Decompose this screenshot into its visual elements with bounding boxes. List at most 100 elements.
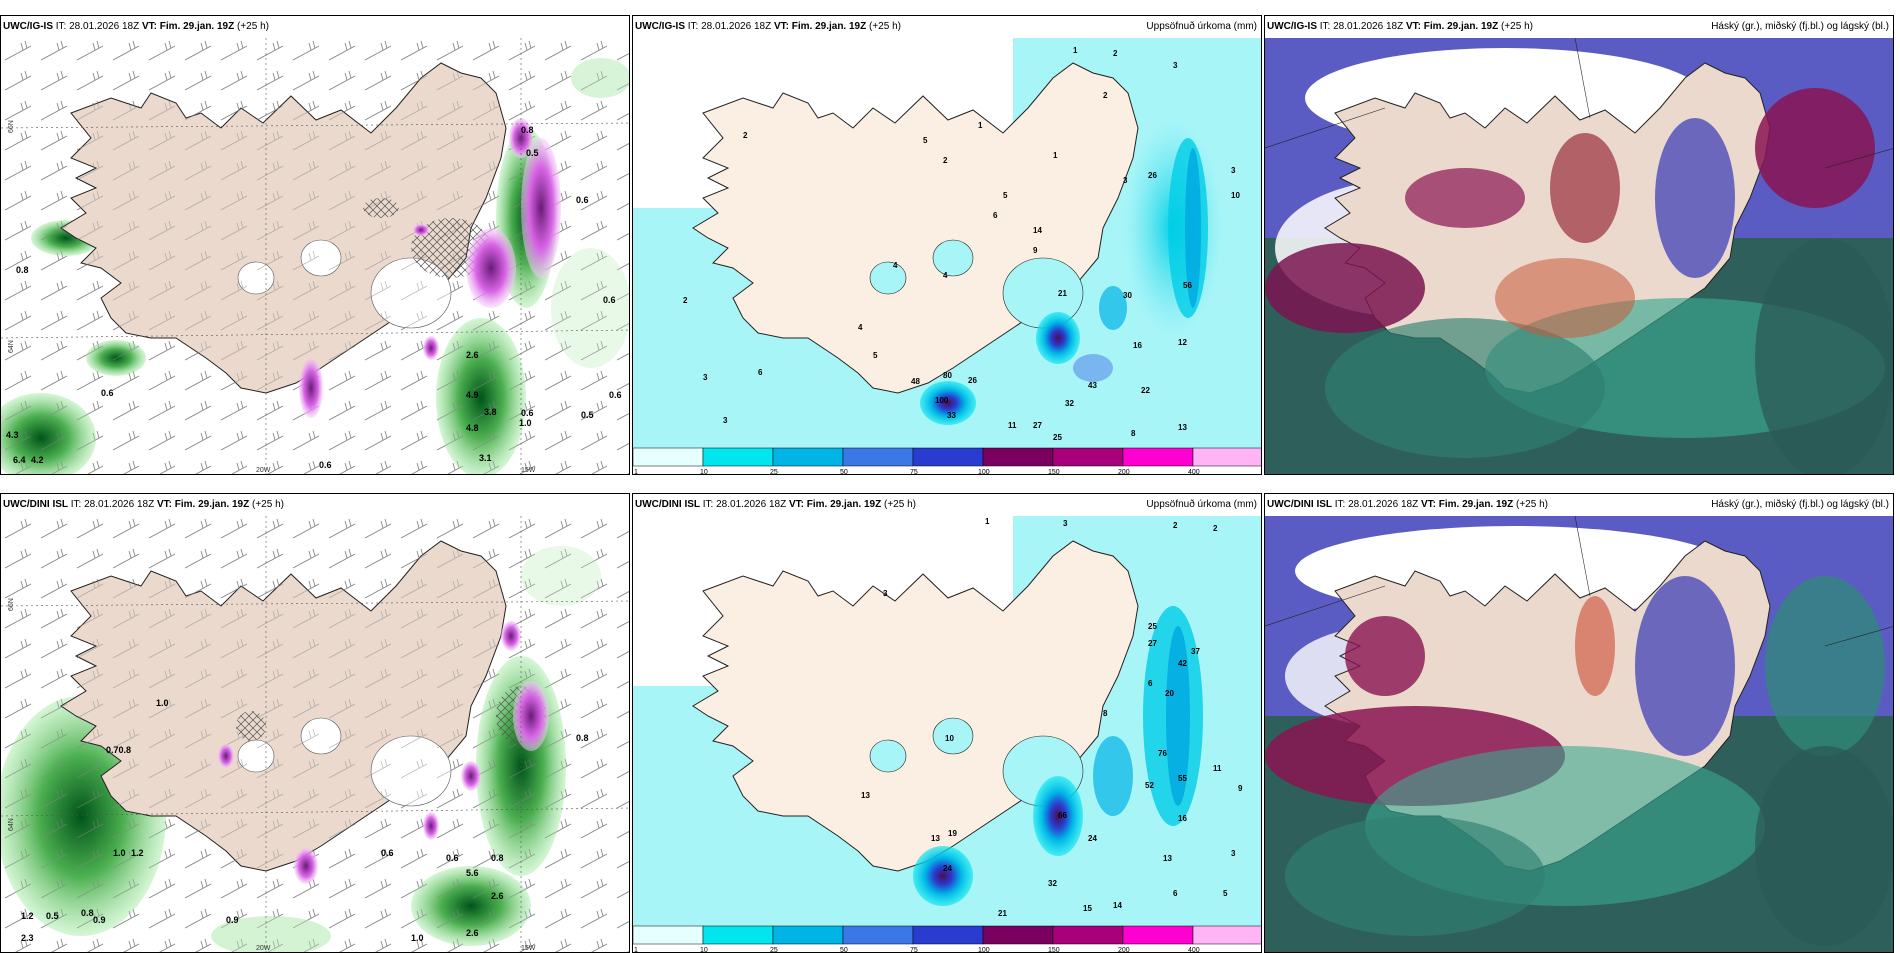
svg-text:4: 4 [858, 323, 863, 332]
svg-text:33: 33 [947, 411, 956, 420]
svg-text:1: 1 [1073, 46, 1078, 55]
svg-text:0.5: 0.5 [46, 911, 59, 921]
svg-text:10: 10 [700, 947, 708, 953]
panel-header: UWC/IG-IS IT: 28.01.2026 18Z VT: Fim. 29… [3, 21, 269, 32]
svg-text:9: 9 [1033, 246, 1038, 255]
svg-text:2: 2 [743, 131, 748, 140]
svg-text:0.6: 0.6 [609, 390, 622, 400]
cloud-map[interactable] [1265, 516, 1893, 952]
svg-text:6: 6 [758, 368, 763, 377]
svg-text:19: 19 [948, 829, 957, 838]
svg-text:14: 14 [1113, 901, 1122, 910]
svg-text:1: 1 [1053, 151, 1058, 160]
svg-text:1: 1 [985, 517, 990, 526]
svg-text:1.0: 1.0 [411, 933, 424, 943]
svg-text:22: 22 [1141, 386, 1150, 395]
svg-text:1: 1 [634, 947, 638, 953]
svg-text:13: 13 [1163, 854, 1172, 863]
svg-text:75: 75 [910, 947, 918, 953]
svg-text:100: 100 [978, 469, 990, 475]
svg-text:30: 30 [1123, 291, 1132, 300]
svg-text:4.2: 4.2 [31, 455, 44, 465]
svg-text:42: 42 [1178, 659, 1187, 668]
svg-text:6: 6 [1173, 889, 1178, 898]
svg-text:2: 2 [1113, 49, 1118, 58]
svg-text:24: 24 [943, 864, 952, 873]
svg-text:56: 56 [1183, 281, 1192, 290]
svg-text:10: 10 [945, 734, 954, 743]
svg-text:16: 16 [1178, 814, 1187, 823]
svg-text:12: 12 [1178, 338, 1187, 347]
svg-text:20W: 20W [256, 945, 271, 952]
svg-text:20W: 20W [256, 467, 271, 474]
svg-text:50: 50 [840, 947, 848, 953]
precip-map[interactable]: 1 10 25 50 75 100 150 200 400 1 2 3 2 3 … [633, 516, 1261, 953]
panel-precip-ig: UWC/IG-IS IT: 28.01.2026 18Z VT: Fim. 29… [632, 15, 1262, 475]
svg-text:2: 2 [1103, 91, 1108, 100]
panel-cloud-ig: UWC/IG-IS IT: 28.01.2026 18Z VT: Fim. 29… [1264, 15, 1894, 475]
panel-header: UWC/DINI ISL IT: 28.01.2026 18Z VT: Fim.… [635, 499, 1257, 510]
svg-text:76: 76 [1158, 749, 1167, 758]
svg-text:0.5: 0.5 [581, 410, 594, 420]
snow-map[interactable]: 66N 64N 20W 15W 0.8 0.6 0.70.8 1.0 2.6 0… [1, 516, 629, 952]
svg-text:5: 5 [1223, 889, 1228, 898]
svg-text:6: 6 [993, 211, 998, 220]
svg-text:64N: 64N [8, 340, 15, 353]
svg-text:5: 5 [873, 351, 878, 360]
panel-header: UWC/IG-IS IT: 28.01.2026 18Z VT: Fim. 29… [1267, 21, 1889, 32]
svg-text:0.6: 0.6 [576, 195, 589, 205]
svg-text:2.6: 2.6 [466, 928, 479, 938]
svg-text:25: 25 [770, 947, 778, 953]
svg-text:3.8: 3.8 [484, 407, 497, 417]
svg-text:1.2: 1.2 [131, 848, 144, 858]
svg-text:3: 3 [1231, 166, 1236, 175]
svg-text:0.9: 0.9 [93, 915, 106, 925]
svg-text:3: 3 [1063, 519, 1068, 528]
precip-map[interactable]: 1 10 25 50 75 100 150 200 400 1 2 3 2 1 … [633, 38, 1261, 475]
svg-text:2.3: 2.3 [21, 933, 34, 943]
svg-text:10: 10 [1231, 191, 1240, 200]
panel-snow-dini: UWC/DINI ISL IT: 28.01.2026 18Z VT: Fim.… [0, 493, 630, 953]
svg-text:15: 15 [1083, 904, 1092, 913]
svg-text:32: 32 [1065, 399, 1074, 408]
svg-text:0.5: 0.5 [526, 148, 539, 158]
svg-text:80: 80 [943, 371, 952, 380]
svg-text:4: 4 [943, 271, 948, 280]
svg-text:0.6: 0.6 [603, 295, 616, 305]
svg-text:2: 2 [943, 156, 948, 165]
panel-snow-ig: UWC/IG-IS IT: 28.01.2026 18Z VT: Fim. 29… [0, 15, 630, 475]
svg-text:0.6: 0.6 [521, 408, 534, 418]
svg-text:1.0: 1.0 [113, 848, 126, 858]
svg-text:0.8: 0.8 [491, 853, 504, 863]
svg-text:13: 13 [1178, 423, 1187, 432]
svg-text:64N: 64N [8, 818, 15, 831]
svg-text:15W: 15W [521, 467, 536, 474]
svg-text:32: 32 [1048, 879, 1057, 888]
svg-text:3: 3 [1173, 61, 1178, 70]
svg-text:0.6: 0.6 [446, 853, 459, 863]
svg-text:13: 13 [861, 791, 870, 800]
svg-text:200: 200 [1118, 947, 1130, 953]
svg-text:400: 400 [1188, 469, 1200, 475]
svg-text:66: 66 [1058, 811, 1067, 820]
snow-map[interactable]: 66N 64N 20W 15W 0.8 0.5 0.6 0.6 0.5 0.6 … [1, 38, 629, 474]
svg-text:0.8: 0.8 [81, 908, 94, 918]
svg-text:0.6: 0.6 [319, 460, 332, 470]
svg-text:200: 200 [1118, 469, 1130, 475]
svg-text:66N: 66N [8, 120, 15, 133]
svg-text:1.0: 1.0 [156, 698, 169, 708]
svg-text:43: 43 [1088, 381, 1097, 390]
cloud-map[interactable] [1265, 38, 1893, 474]
svg-text:2: 2 [1213, 524, 1218, 533]
panel-header: UWC/IG-IS IT: 28.01.2026 18Z VT: Fim. 29… [635, 21, 1257, 32]
svg-text:5: 5 [1003, 191, 1008, 200]
svg-text:55: 55 [1178, 774, 1187, 783]
svg-text:2: 2 [1173, 521, 1178, 530]
svg-text:3.1: 3.1 [479, 453, 492, 463]
svg-text:8: 8 [1103, 709, 1108, 718]
svg-text:25: 25 [1053, 433, 1062, 442]
svg-text:20: 20 [1165, 689, 1174, 698]
svg-text:26: 26 [968, 376, 977, 385]
svg-text:14: 14 [1033, 226, 1042, 235]
panel-header: UWC/DINI ISL IT: 28.01.2026 18Z VT: Fim.… [1267, 499, 1889, 510]
